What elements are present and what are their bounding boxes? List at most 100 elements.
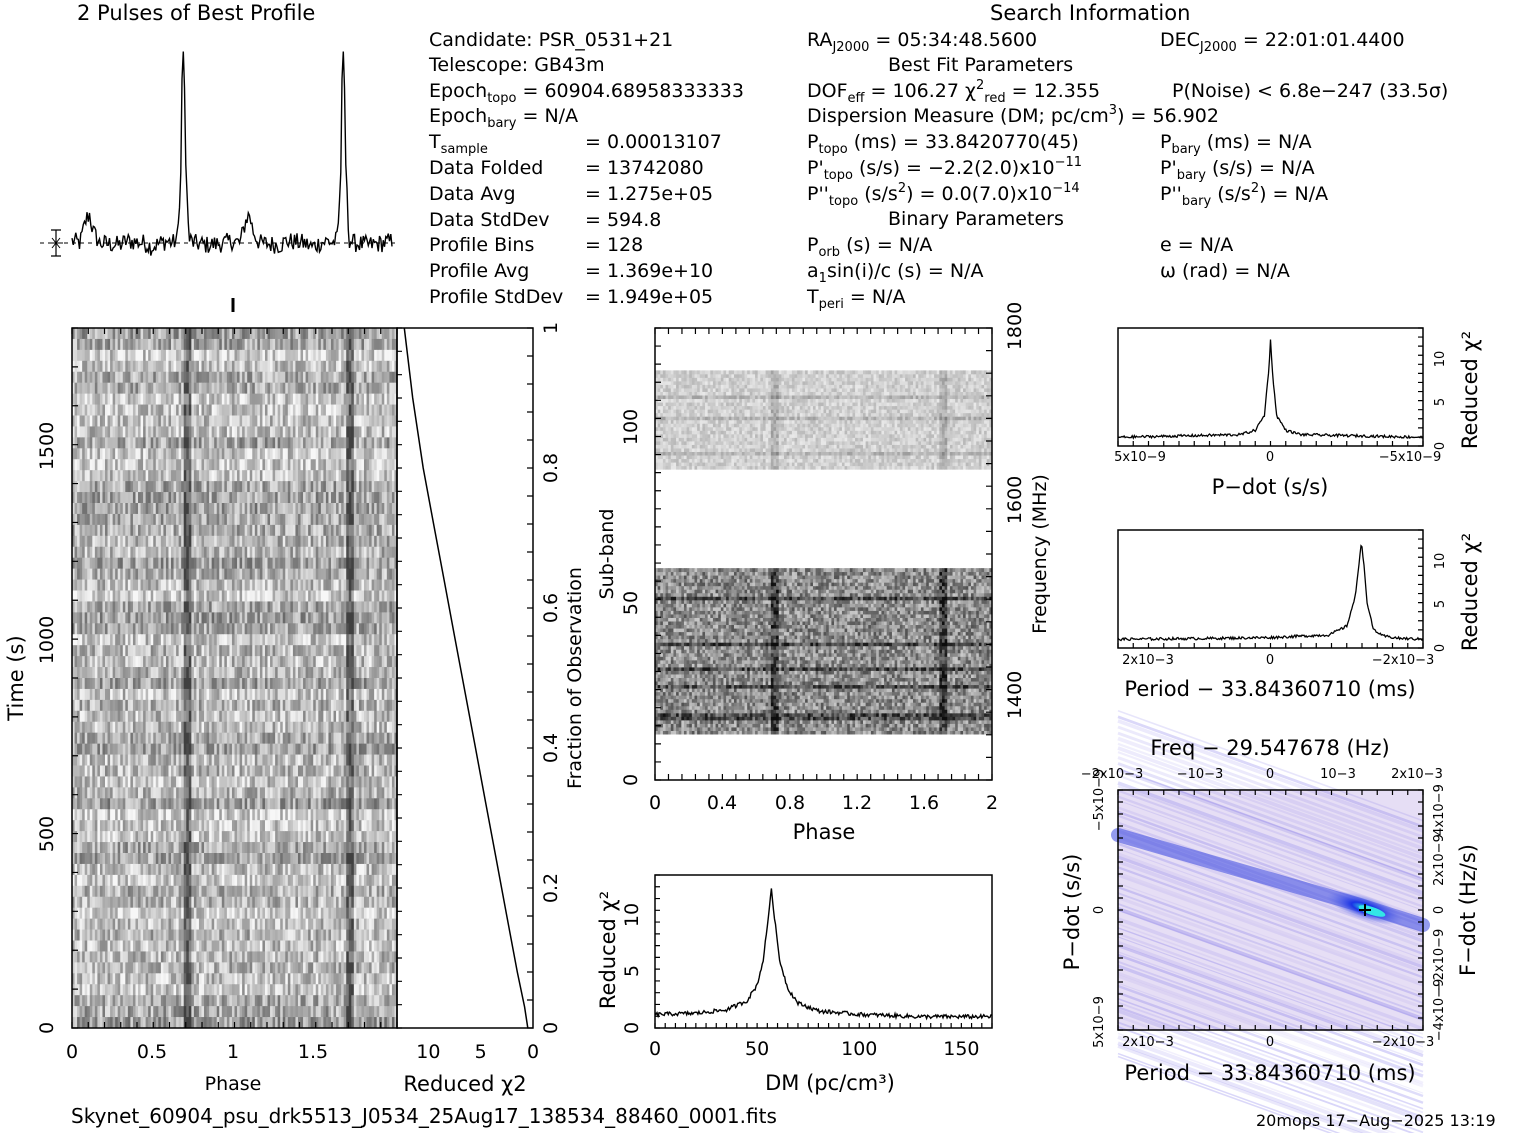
data-stddev-value: = 594.8 (585, 210, 661, 230)
time-phase-ytick: 1500 (37, 422, 57, 470)
subband-y2tick: 1800 (1005, 302, 1025, 350)
period-pdot-x2tick: 0 (1266, 765, 1274, 785)
dm-chi-xlabel: DM (pc/cm³) (765, 1073, 895, 1093)
pdot-chi-xlabel: P−dot (s/s) (1212, 477, 1329, 497)
chi-time-ytick: 0.4 (541, 733, 561, 763)
dm-chi-line (655, 889, 992, 1019)
subband-xlabel: Phase (793, 822, 856, 842)
pbary-row: Pbary (ms) = N/A (1160, 132, 1312, 155)
pnoise-row: P(Noise) < 6.8e−247 (33.5σ) (1172, 81, 1448, 101)
time-phase-ytick: 1000 (37, 616, 57, 664)
dm-chi-ytick: 10 (622, 903, 642, 927)
dm-chi-xtick: 150 (943, 1039, 979, 1059)
period-pdot-y2label: F−dot (Hz/s) (1458, 844, 1478, 976)
footer-filename: Skynet_60904_psu_drk5513_J0534_25Aug17_1… (71, 1106, 777, 1126)
period-pdot-ylabel: P−dot (s/s) (1062, 854, 1082, 971)
time-phase-xtick: 0.5 (137, 1042, 167, 1062)
ptopo-row: Ptopo (ms) = 33.8420770(45) (807, 132, 1079, 155)
chi-time-xtick: 5 (475, 1042, 487, 1062)
subband-bottom-ticks (655, 774, 992, 780)
subband-top-ticks (655, 328, 992, 334)
data-avg-value: = 1.275e+05 (585, 184, 713, 204)
dm-chi-xtick: 100 (841, 1039, 877, 1059)
time-phase-ytick: 0 (37, 1022, 57, 1034)
telescope-row: Telescope: GB43m (429, 55, 605, 75)
ra-row: RAJ2000 = 05:34:48.5600 (807, 30, 1037, 53)
tsample-label: Tsample (429, 132, 488, 155)
profile-stddev-value: = 1.949e+05 (585, 287, 713, 307)
period-chi-ytick: 0 (1431, 644, 1451, 652)
subband-ytick: 100 (621, 409, 641, 445)
chi-time-ytick: 0 (541, 1022, 561, 1034)
data-folded-label: Data Folded (429, 158, 543, 178)
pdot-chi-ytick: 0 (1431, 442, 1451, 450)
time-phase-ylabel: Time (s) (6, 635, 26, 720)
time-phase-xtick: 1.5 (298, 1042, 328, 1062)
period-chi-xtick: 0 (1266, 651, 1274, 671)
omega-row: ω (rad) = N/A (1160, 261, 1290, 281)
search-info-title: Search Information (990, 3, 1190, 23)
pdot-chi-ylabel: Reduced χ² (1460, 331, 1480, 449)
period-pdot-xtick: 0 (1266, 1033, 1274, 1053)
binary-title: Binary Parameters (888, 209, 1064, 229)
best-fit-title: Best Fit Parameters (888, 55, 1073, 75)
pdot-chi-xtick: 0 (1266, 448, 1274, 468)
dm-row: Dispersion Measure (DM; pc/cm3) = 56.902 (807, 106, 1219, 129)
period-chi-ylabel: Reduced χ² (1460, 533, 1480, 651)
period-pdot-ytick: −5x10−9 (1090, 769, 1110, 832)
period-chi-xtick: −2x10−3 (1372, 651, 1435, 671)
porb-row: Porb (s) = N/A (807, 235, 932, 258)
subband-xtick: 0.8 (775, 793, 805, 813)
period-chi-line (1118, 546, 1423, 641)
profile-avg-value: = 1.369e+10 (585, 261, 713, 281)
profile-bins-label: Profile Bins (429, 235, 534, 255)
time-phase-heatmap (72, 328, 397, 1028)
tperi-row: Tperi = N/A (807, 287, 905, 310)
subband-xtick: 0 (649, 793, 661, 813)
epoch-bary-row: Epochbary = N/A (429, 106, 578, 129)
subband-xtick: 1.6 (909, 793, 939, 813)
dm-chi-ytick: 0 (622, 1022, 642, 1034)
subband-xtick: 1.2 (842, 793, 872, 813)
period-pdot-title: Freq − 29.547678 (Hz) (1150, 738, 1389, 758)
pdot-chi-ytick: 5 (1431, 398, 1451, 406)
profile-title: 2 Pulses of Best Profile (77, 3, 315, 23)
period-pdot-y2tick: −2x10−9 (1430, 929, 1450, 992)
subband-ytick: 0 (621, 774, 641, 786)
dec-row: DECJ2000 = 22:01:01.4400 (1160, 30, 1405, 53)
pdot-topo-row: P'topo (s/s) = −2.2(2.0)x10−11 (807, 158, 1082, 181)
pdot-chi-line (1118, 340, 1423, 439)
dm-chi-frame (655, 875, 992, 1028)
subband-xtick: 2 (986, 793, 998, 813)
eccentricity-row: e = N/A (1160, 235, 1233, 255)
pddot-topo-row: P''topo (s/s2) = 0.0(7.0)x10−14 (807, 184, 1080, 207)
chi-time-ytick: 0.2 (541, 873, 561, 903)
chi-time-ytick: 0.8 (541, 453, 561, 483)
time-phase-xtick: 1 (227, 1042, 239, 1062)
period-pdot-y2tick: 4x10−9 (1430, 784, 1450, 836)
data-stddev-label: Data StdDev (429, 210, 550, 230)
period-pdot-y2tick: 0 (1430, 906, 1450, 914)
profile-line (72, 52, 392, 256)
pdot-chi-ytick: 10 (1431, 350, 1451, 367)
pdot-chi-xtick: −5x10−9 (1379, 448, 1442, 468)
profile-bins-value: = 128 (585, 235, 643, 255)
period-chi-xtick: 2x10−3 (1122, 651, 1174, 671)
dm-chi-xtick: 50 (745, 1039, 769, 1059)
pdot-chi-xtick: 5x10−9 (1114, 448, 1166, 468)
dm-chi-ytick: 5 (622, 965, 642, 977)
period-pdot-x2tick: 10−3 (1320, 765, 1356, 785)
period-chi-frame (1118, 530, 1423, 648)
subband-y2tick: 1400 (1005, 671, 1025, 719)
time-phase-bottom-ticks (72, 1022, 397, 1028)
time-phase-ytick: 500 (37, 816, 57, 852)
subband-xtick: 0.4 (707, 793, 737, 813)
period-pdot-ytick: 0 (1090, 906, 1110, 914)
time-phase-xtick: 0 (66, 1042, 78, 1062)
epoch-topo-row: Epochtopo = 60904.68958333333 (429, 81, 744, 104)
period-pdot-xtick: −2x10−3 (1372, 1033, 1435, 1053)
data-avg-label: Data Avg (429, 184, 516, 204)
period-pdot-xlabel: Period − 33.84360710 (ms) (1124, 1063, 1415, 1083)
pddot-bary-row: P''bary (s/s2) = N/A (1160, 184, 1328, 207)
period-pdot-x2tick: −10−3 (1177, 765, 1224, 785)
